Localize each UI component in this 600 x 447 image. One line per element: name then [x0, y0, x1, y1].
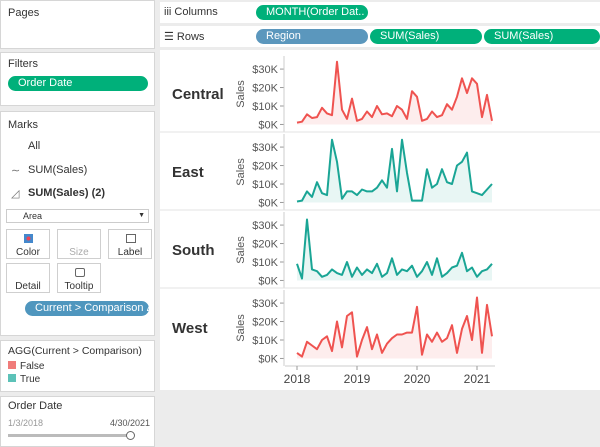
- legend-label: False: [20, 361, 45, 372]
- y-tick-label: $10K: [252, 335, 278, 347]
- y-axis-title: Sales: [235, 236, 247, 264]
- legend-swatch: [8, 374, 16, 382]
- filters-card: Filters Order Date: [0, 52, 155, 106]
- area-icon: ◿: [11, 188, 20, 200]
- y-tick-label: $0K: [258, 119, 278, 131]
- x-tick-label: 2019: [344, 372, 371, 386]
- filters-title: Filters: [8, 58, 38, 70]
- line: [296, 218, 493, 280]
- chart: Central Sales $0K $10K $20K $30K East Sales $0K $…: [160, 50, 600, 390]
- pages-title: Pages: [8, 7, 40, 19]
- filter-pill[interactable]: Order Date: [8, 76, 148, 91]
- y-axis-title: Sales: [235, 158, 247, 186]
- y-tick-label: $30K: [252, 298, 278, 310]
- x-tick-label: 2018: [284, 372, 311, 386]
- y-tick-label: $30K: [252, 220, 278, 232]
- slider-start: 1/3/2018: [8, 418, 44, 428]
- area: [297, 219, 492, 281]
- legend-item[interactable]: True: [8, 374, 40, 385]
- legend-label: True: [20, 374, 41, 385]
- marks-card: Marks All ∼ SUM(Sales) ◿ SUM(Sales) (2) …: [0, 111, 155, 336]
- area: [297, 61, 492, 125]
- y-tick-label: $10K: [252, 179, 278, 191]
- y-tick-label: $20K: [252, 161, 278, 173]
- pages-card: Pages: [0, 0, 155, 49]
- legend-item[interactable]: False: [8, 361, 44, 372]
- button-label: Size: [69, 247, 89, 258]
- slider-card: Order Date 1/3/2018 4/30/2021: [0, 396, 155, 447]
- slider-end: 4/30/2021: [109, 418, 150, 428]
- line: [296, 138, 493, 203]
- row-pill[interactable]: SUM(Sales): [370, 29, 482, 44]
- region-label: Central: [172, 86, 224, 103]
- line: [296, 296, 493, 358]
- icon: [75, 268, 85, 277]
- column-pill[interactable]: MONTH(Order Dat..: [256, 5, 368, 20]
- area: [297, 297, 492, 359]
- legend-swatch: [8, 361, 16, 369]
- color-button[interactable]: Color: [6, 229, 50, 259]
- button-label: Detail: [15, 281, 41, 292]
- rows-label: ☰ Rows: [164, 30, 204, 43]
- shelf-label: Columns: [174, 6, 218, 18]
- icon: [126, 234, 136, 243]
- shelf-icon: ☰: [164, 31, 177, 43]
- mark-type: Area: [23, 211, 43, 221]
- slider-handle[interactable]: [126, 431, 135, 440]
- y-axis-title: Sales: [235, 80, 247, 108]
- region-label: East: [172, 164, 204, 181]
- marks-card-tab[interactable]: SUM(Sales) (2): [28, 187, 106, 199]
- slider-track: [8, 434, 130, 437]
- region-label: South: [172, 242, 215, 259]
- columns-shelf: iii Columns MONTH(Order Dat..: [160, 2, 600, 23]
- y-tick-label: $0K: [258, 275, 278, 287]
- marks-card-tab[interactable]: SUM(Sales): [28, 164, 88, 176]
- tooltip-button[interactable]: Tooltip: [57, 263, 101, 293]
- row-pill[interactable]: SUM(Sales): [484, 29, 600, 44]
- y-tick-label: $30K: [252, 64, 278, 76]
- region-label: West: [172, 320, 208, 337]
- y-tick-label: $20K: [252, 239, 278, 251]
- shelf-icon: iii: [164, 6, 175, 18]
- y-tick-label: $0K: [258, 197, 278, 209]
- y-tick-label: $0K: [258, 353, 278, 365]
- shelf-label: Rows: [176, 31, 205, 43]
- color-pill[interactable]: Current > Comparison Δ: [25, 301, 149, 316]
- y-tick-label: $30K: [252, 142, 278, 154]
- y-tick-label: $10K: [252, 257, 278, 269]
- marks-title: Marks: [8, 119, 38, 131]
- y-tick-label: $20K: [252, 83, 278, 95]
- line-icon: ∼: [11, 165, 21, 177]
- rows-shelf: ☰ Rows Region SUM(Sales) SUM(Sales): [160, 26, 600, 47]
- x-tick-label: 2021: [464, 372, 491, 386]
- columns-label: iii Columns: [164, 6, 218, 18]
- x-tick-label: 2020: [404, 372, 431, 386]
- detail-button[interactable]: Detail: [6, 263, 50, 293]
- legend-title: AGG(Current > Comparison): [8, 345, 142, 357]
- line: [296, 60, 493, 124]
- y-tick-label: $20K: [252, 317, 278, 329]
- dropdown-arrow: ▼: [138, 212, 145, 219]
- label-button[interactable]: Label: [108, 229, 152, 259]
- icon: [24, 234, 33, 243]
- row-pill[interactable]: Region: [256, 29, 368, 44]
- size-button[interactable]: Size: [57, 229, 101, 259]
- legend-card: AGG(Current > Comparison) False True: [0, 340, 155, 392]
- y-tick-label: $10K: [252, 101, 278, 113]
- y-axis-title: Sales: [235, 314, 247, 342]
- button-label: Label: [117, 247, 143, 258]
- button-label: Color: [16, 247, 40, 258]
- button-label: Tooltip: [64, 281, 94, 292]
- slider-title: Order Date: [8, 400, 63, 412]
- mark-type-dropdown[interactable]: Area ▼: [6, 209, 149, 223]
- marks-all[interactable]: All: [28, 140, 41, 152]
